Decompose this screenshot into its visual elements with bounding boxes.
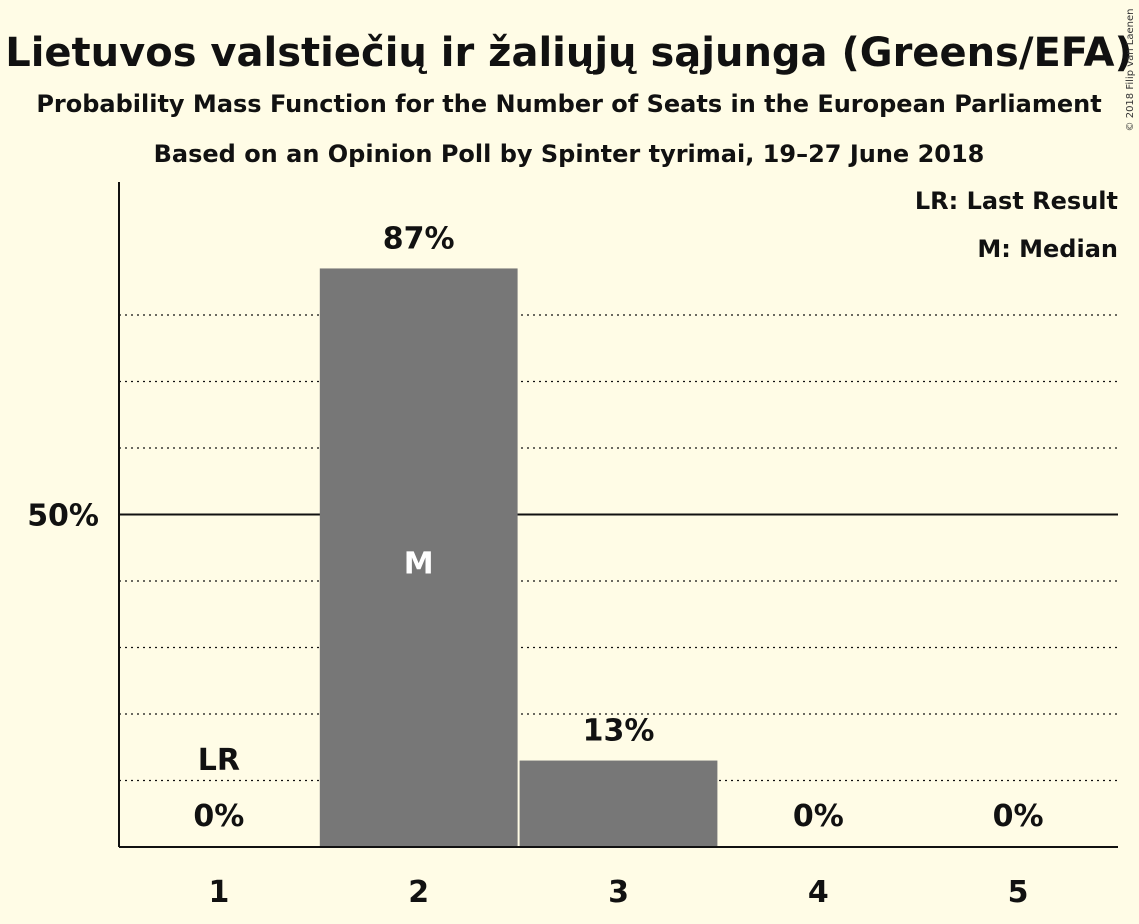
legend-median: M: Median bbox=[977, 235, 1118, 263]
chart-subtitle: Probability Mass Function for the Number… bbox=[36, 90, 1101, 118]
bar-value-label-1: 0% bbox=[193, 799, 244, 834]
chart-poll-source: Based on an Opinion Poll by Spinter tyri… bbox=[154, 140, 985, 168]
chart-title: Lietuvos valstiečių ir žaliųjų sąjunga (… bbox=[5, 30, 1133, 76]
bar-value-label-5: 0% bbox=[993, 799, 1044, 834]
bar-labels-group: 0% LR 87% M 13% 0% 0% bbox=[193, 221, 1043, 834]
x-tick-labels: 1 2 3 4 5 bbox=[208, 875, 1028, 910]
bar-value-label-3: 13% bbox=[583, 714, 655, 749]
legend-last-result: LR: Last Result bbox=[915, 187, 1118, 215]
x-tick-label-2: 2 bbox=[408, 875, 429, 910]
bar-3 bbox=[519, 760, 718, 847]
x-tick-label-3: 3 bbox=[608, 875, 629, 910]
y-tick-label-50: 50% bbox=[27, 499, 99, 534]
gridlines bbox=[119, 314, 1118, 782]
last-result-marker: LR bbox=[198, 743, 240, 778]
x-tick-label-5: 5 bbox=[1008, 875, 1029, 910]
bar-value-label-4: 0% bbox=[793, 799, 844, 834]
copyright-text: © 2018 Filip van Laenen bbox=[1125, 9, 1136, 132]
bars-group bbox=[319, 268, 718, 847]
x-tick-label-4: 4 bbox=[808, 875, 829, 910]
median-marker: M bbox=[404, 547, 434, 582]
bar-2 bbox=[319, 268, 518, 847]
bar-value-label-2: 87% bbox=[383, 221, 455, 256]
x-tick-label-1: 1 bbox=[208, 875, 229, 910]
